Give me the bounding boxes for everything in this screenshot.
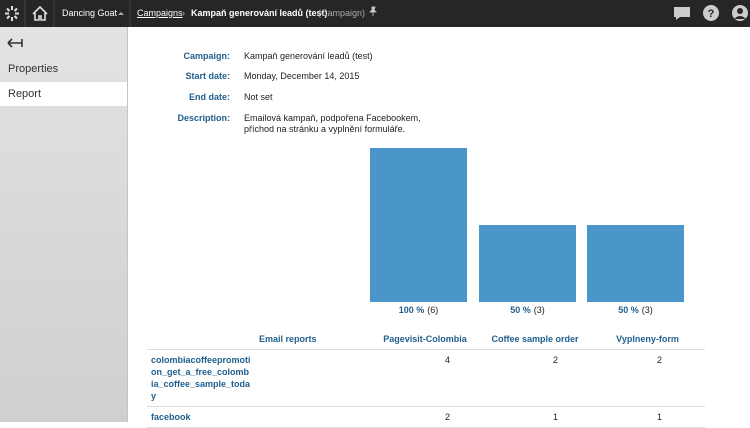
sidebar-item[interactable]: Properties (8, 63, 59, 75)
detail-value: Kampaň generování leadů (test) (244, 51, 373, 61)
breadcrumb[interactable]: Campaigns (137, 8, 183, 18)
page-title: Kampaň generování leadů (test) (191, 8, 328, 18)
bar-label: 50 % (3) (510, 305, 545, 315)
cell: 1 (480, 406, 590, 428)
object-type: (Campaign) (318, 8, 366, 18)
top-icons: ? (5, 0, 748, 27)
detail-label: Start date: (185, 71, 230, 81)
value-label: 100 % (399, 305, 425, 315)
table-row: colombiacoffeepromotion_get_a_free_colom… (147, 349, 705, 407)
home-icon[interactable] (32, 5, 48, 21)
count-label: (3) (534, 305, 545, 315)
cell: 2 (590, 349, 705, 407)
detail-value: Emailová kampaň, podpořena Facebookem, p… (244, 113, 421, 134)
column-header[interactable]: Pagevisit-Colombia (370, 329, 480, 350)
count-label: (3) (642, 305, 653, 315)
sidebar: Properties Report (0, 27, 128, 422)
chat-icon[interactable] (674, 7, 690, 20)
pin-icon[interactable] (369, 6, 377, 16)
table-header: Email reports Pagevisit-Colombia Coffee sa… (147, 329, 705, 350)
detail-value: Not set (244, 92, 273, 102)
sidebar-item[interactable]: Report (0, 82, 127, 106)
help-icon[interactable] (703, 5, 719, 21)
back-arrow[interactable] (6, 37, 26, 49)
bar (587, 225, 684, 302)
column-header[interactable]: Vyplneny-form (590, 329, 705, 350)
column-header[interactable]: Coffee sample order (480, 329, 590, 350)
bar-label: 100 % (6) (399, 305, 439, 315)
detail-label: End date: (188, 92, 230, 102)
empty-cell (255, 406, 370, 428)
top-bar: ? Dancing Goat Campaigns › Kampaň genero… (0, 0, 750, 27)
row-name[interactable]: facebook (147, 406, 255, 428)
cell: 2 (480, 349, 590, 407)
bar (479, 225, 576, 302)
value-label: 50 % (618, 305, 639, 315)
breadcrumb-sep: › (182, 8, 185, 18)
bar (370, 148, 467, 302)
column-header[interactable]: Email reports (255, 329, 370, 350)
detail-label: Campaign: (183, 51, 230, 61)
row-name[interactable]: colombiacoffeepromotion_get_a_free_colom… (147, 349, 255, 407)
empty-cell (255, 349, 370, 407)
svg-text:?: ? (708, 8, 715, 20)
count-label: (6) (427, 305, 438, 315)
corner-cell (147, 329, 255, 350)
site-name[interactable]: Dancing Goat (62, 8, 118, 18)
value-label: 50 % (510, 305, 531, 315)
report-table: Email reports Pagevisit-Colombia Coffee sa… (147, 329, 705, 428)
logo[interactable] (5, 6, 19, 21)
cell: 2 (370, 406, 480, 428)
cell: 4 (370, 349, 480, 407)
cell: 1 (590, 406, 705, 428)
bar-label: 50 % (3) (618, 305, 653, 315)
chart: 100 % (6) 50 % (3) 50 % (3) (370, 148, 684, 315)
table-row: facebook 2 1 1 (147, 406, 705, 428)
detail-value: Monday, December 14, 2015 (244, 71, 360, 81)
detail-label: Description: (177, 113, 230, 123)
